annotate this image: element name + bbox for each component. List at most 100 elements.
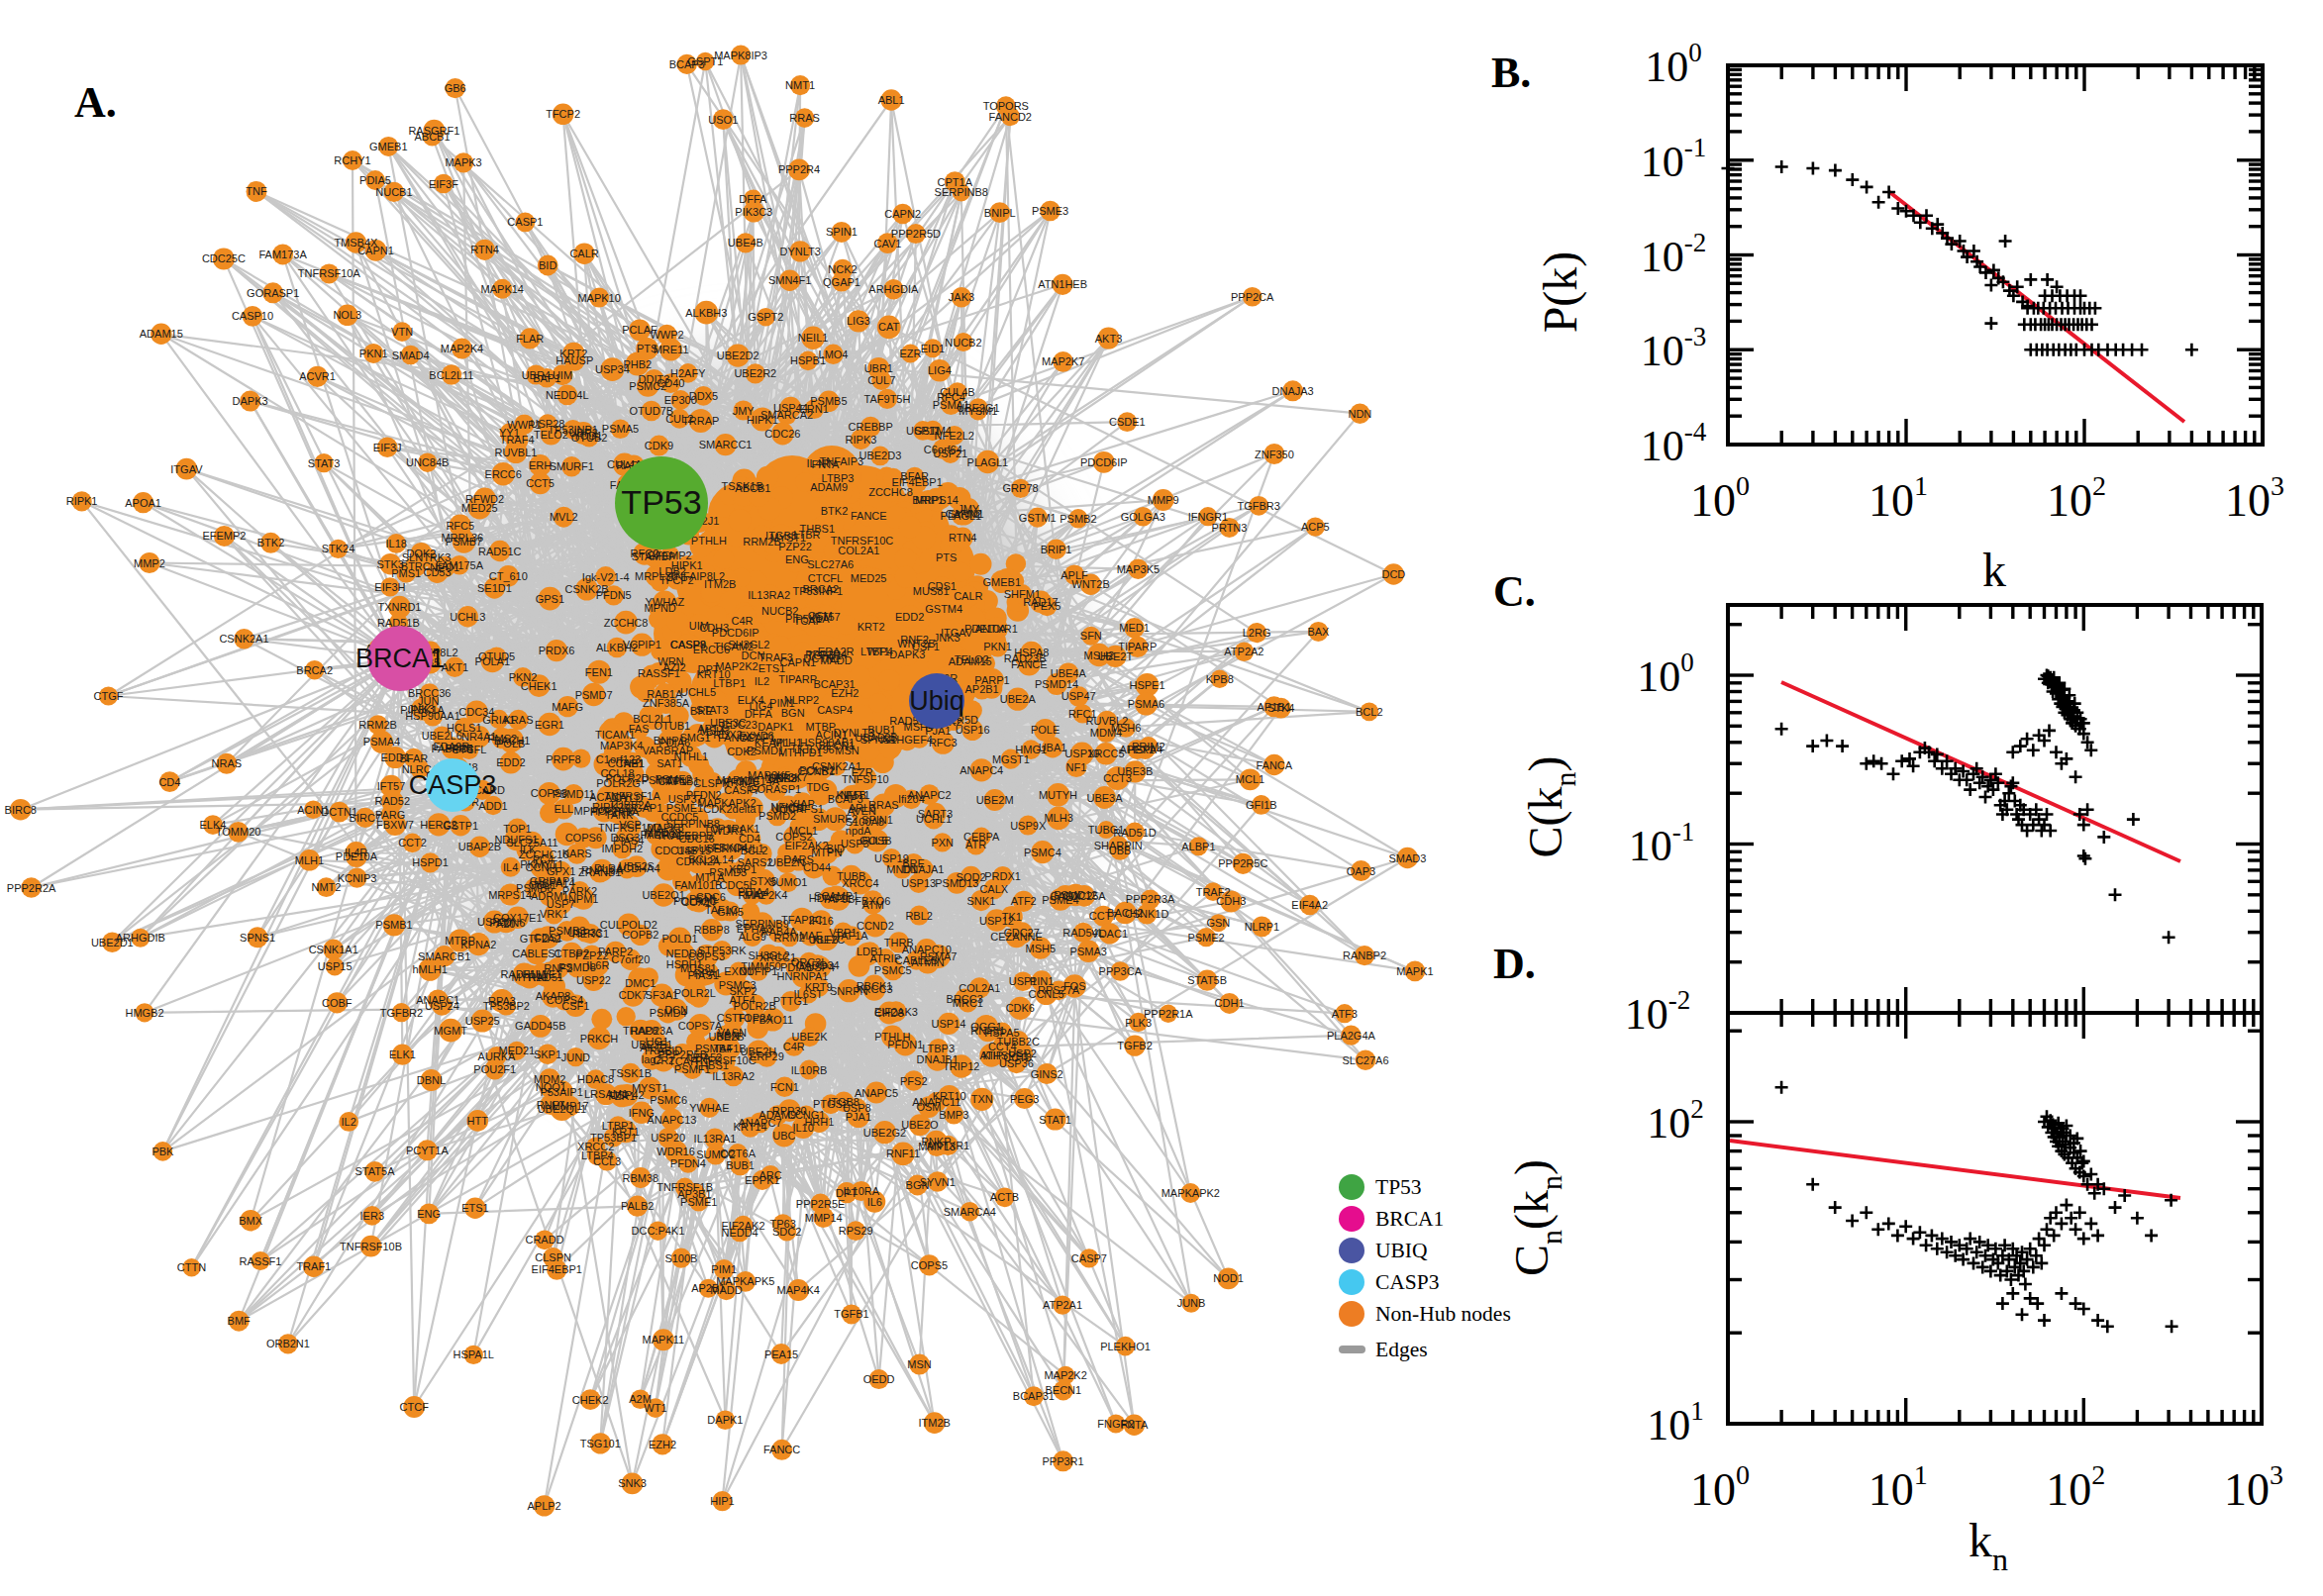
svg-text:YWHAE: YWHAE (689, 1102, 729, 1114)
svg-text:ARHGDIA: ARHGDIA (868, 283, 919, 295)
svg-text:EFEMP2: EFEMP2 (202, 530, 246, 542)
svg-text:CAPN1: CAPN1 (357, 245, 394, 256)
svg-text:OTUD7B: OTUD7B (629, 405, 673, 417)
svg-text:SLC27A6: SLC27A6 (807, 558, 854, 570)
svg-text:IFT57: IFT57 (377, 780, 406, 792)
svg-text:ATR: ATR (965, 839, 986, 850)
svg-text:CTGF: CTGF (94, 690, 124, 702)
svg-text:UIM: UIM (553, 369, 572, 381)
svg-text:UBE3A: UBE3A (1086, 792, 1123, 804)
svg-text:EDA2R: EDA2R (433, 741, 469, 752)
svg-text:IL4: IL4 (503, 861, 518, 873)
svg-text:PPP3R1: PPP3R1 (1042, 1455, 1083, 1467)
svg-text:ITCH: ITCH (644, 829, 669, 841)
svg-text:PSMB1: PSMB1 (375, 919, 412, 931)
svg-text:CRADD: CRADD (525, 1234, 563, 1246)
svg-text:CSNK2A1: CSNK2A1 (219, 633, 268, 645)
svg-text:RFC3: RFC3 (929, 737, 958, 748)
svg-text:RNF11: RNF11 (886, 1147, 920, 1159)
svg-text:CASP10: CASP10 (232, 310, 273, 322)
svg-text:PSMB2: PSMB2 (1060, 513, 1096, 525)
svg-text:P53AIP1: P53AIP1 (540, 1086, 582, 1098)
svg-text:UBR1: UBR1 (864, 362, 893, 374)
svg-text:SNK3: SNK3 (618, 1477, 647, 1489)
svg-text:OSM: OSM (916, 1101, 941, 1113)
svg-text:UBE2R2: UBE2R2 (734, 367, 776, 379)
svg-text:RIPK1: RIPK1 (66, 495, 98, 507)
svg-text:UBE2A: UBE2A (1000, 693, 1037, 705)
svg-text:KEAP1: KEAP1 (755, 737, 789, 748)
svg-text:B.: B. (1491, 49, 1531, 97)
svg-text:NMT2: NMT2 (312, 881, 342, 893)
svg-text:ANAPC10: ANAPC10 (902, 944, 952, 955)
svg-text:PTHLH: PTHLH (691, 535, 727, 547)
svg-text:ALKBH3: ALKBH3 (685, 307, 727, 319)
svg-text:MUS81: MUS81 (913, 585, 950, 597)
svg-text:STK3: STK3 (376, 558, 404, 570)
svg-text:H2AFY: H2AFY (670, 367, 706, 379)
svg-text:RANBP2: RANBP2 (1343, 949, 1386, 961)
svg-text:PTS: PTS (936, 551, 957, 563)
svg-text:COPB2: COPB2 (622, 929, 658, 941)
svg-text:COL2A1: COL2A1 (838, 545, 879, 556)
svg-text:COX17: COX17 (681, 896, 717, 908)
svg-text:USP12: USP12 (979, 915, 1014, 927)
svg-text:PZP22: PZP22 (778, 541, 812, 552)
svg-text:TRAF3: TRAF3 (758, 651, 793, 663)
svg-text:TXNRD1: TXNRD1 (377, 601, 421, 613)
svg-text:PTS: PTS (637, 343, 657, 354)
svg-text:A20: A20 (496, 918, 516, 930)
svg-text:GSTM4: GSTM4 (925, 603, 962, 615)
svg-text:NMT1: NMT1 (785, 79, 815, 91)
svg-text:GMEB1: GMEB1 (983, 576, 1022, 588)
svg-text:OTUB1: OTUB1 (655, 720, 691, 732)
svg-text:RASSF1: RASSF1 (240, 1255, 282, 1267)
svg-text:HIPK1: HIPK1 (747, 414, 778, 426)
svg-text:COBF: COBF (322, 997, 353, 1009)
svg-text:CAPN2: CAPN2 (946, 508, 982, 520)
svg-text:PPP2R5C: PPP2R5C (1218, 857, 1267, 869)
svg-text:ACVR1: ACVR1 (299, 370, 336, 382)
svg-text:USP47: USP47 (1061, 690, 1096, 702)
svg-text:PSME3: PSME3 (1032, 205, 1068, 217)
svg-text:USO1: USO1 (708, 114, 738, 126)
svg-text:PSMC5: PSMC5 (874, 964, 912, 976)
svg-text:L2RG: L2RG (1243, 627, 1271, 639)
svg-text:JNK3: JNK3 (408, 703, 435, 715)
svg-text:CASP3: CASP3 (409, 770, 497, 800)
svg-text:UBAP2B: UBAP2B (458, 841, 501, 852)
svg-text:PSMD7: PSMD7 (575, 689, 613, 701)
svg-text:FNTA: FNTA (1120, 1419, 1149, 1431)
svg-text:MTBP: MTBP (445, 935, 475, 947)
svg-text:GSTM1: GSTM1 (1019, 512, 1057, 524)
svg-text:EIF4EBP1: EIF4EBP1 (532, 1263, 582, 1275)
svg-text:GB6: GB6 (445, 82, 466, 94)
svg-text:LTBP1: LTBP1 (713, 677, 746, 689)
svg-text:ITGB8: ITGB8 (828, 1096, 859, 1108)
svg-text:DAPK3: DAPK3 (889, 648, 925, 660)
svg-text:ORB2N1: ORB2N1 (266, 1338, 310, 1349)
svg-text:TAF9T5H: TAF9T5H (864, 393, 911, 405)
svg-text:VTN: VTN (391, 326, 413, 338)
svg-text:MSN: MSN (907, 1358, 932, 1370)
svg-text:IL6ST: IL6ST (794, 988, 824, 1000)
svg-text:UBE2D3: UBE2D3 (859, 449, 902, 461)
svg-text:RPA2: RPA2 (739, 889, 766, 901)
svg-text:TNFAIP3: TNFAIP3 (819, 455, 863, 467)
svg-text:EIF3F: EIF3F (429, 178, 458, 190)
svg-text:BCAP3: BCAP3 (669, 58, 705, 70)
svg-text:GRIA1: GRIA1 (482, 714, 515, 726)
svg-text:POU2F1: POU2F1 (473, 1063, 516, 1075)
svg-text:KIF5B: KIF5B (836, 789, 866, 801)
svg-text:PIM1: PIM1 (711, 1263, 737, 1275)
svg-text:RIPK3: RIPK3 (846, 434, 877, 446)
svg-text:DDX5: DDX5 (689, 390, 718, 402)
svg-text:HSP90AB1: HSP90AB1 (800, 737, 856, 748)
svg-text:DMC1: DMC1 (625, 977, 656, 989)
svg-text:Igk-V21-4: Igk-V21-4 (582, 571, 630, 583)
svg-text:EIF4EBP1: EIF4EBP1 (891, 476, 942, 488)
svg-text:PDIA3: PDIA3 (780, 961, 812, 973)
svg-text:HDAC8: HDAC8 (577, 1073, 614, 1085)
svg-text:UNC84B: UNC84B (406, 456, 449, 468)
svg-text:TDG: TDG (806, 781, 829, 793)
